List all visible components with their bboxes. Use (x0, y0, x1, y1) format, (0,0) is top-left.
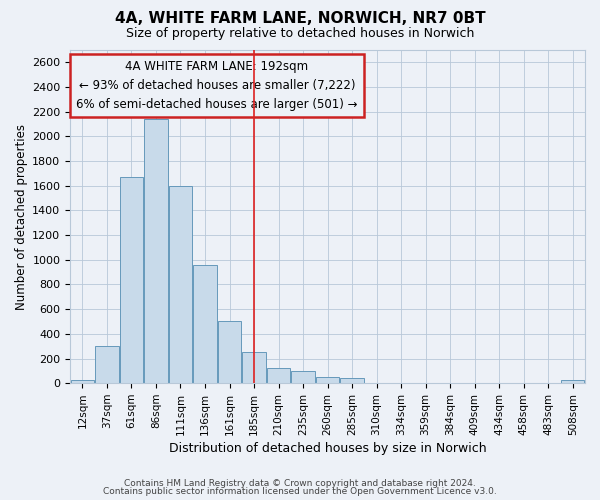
Bar (389, 382, 413, 383)
Bar (316, 377, 339, 383)
Bar (242, 352, 266, 383)
Y-axis label: Number of detached properties: Number of detached properties (15, 124, 28, 310)
Bar (71, 380, 94, 383)
Bar (292, 371, 314, 383)
Bar (536, 382, 560, 383)
Text: Size of property relative to detached houses in Norwich: Size of property relative to detached ho… (126, 27, 474, 40)
Bar (414, 382, 437, 383)
Bar (561, 380, 584, 383)
Bar (218, 321, 241, 383)
Bar (169, 186, 192, 383)
Text: Contains HM Land Registry data © Crown copyright and database right 2024.: Contains HM Land Registry data © Crown c… (124, 478, 476, 488)
Text: 4A, WHITE FARM LANE, NORWICH, NR7 0BT: 4A, WHITE FARM LANE, NORWICH, NR7 0BT (115, 11, 485, 26)
Bar (463, 382, 487, 383)
X-axis label: Distribution of detached houses by size in Norwich: Distribution of detached houses by size … (169, 442, 487, 455)
Bar (512, 382, 535, 383)
Bar (267, 368, 290, 383)
Bar (439, 382, 462, 383)
Bar (365, 382, 388, 383)
Bar (193, 264, 217, 383)
Bar (120, 177, 143, 383)
Text: Contains public sector information licensed under the Open Government Licence v3: Contains public sector information licen… (103, 487, 497, 496)
Bar (145, 119, 167, 383)
Bar (95, 346, 119, 383)
Bar (340, 378, 364, 383)
Bar (488, 382, 511, 383)
Text: 4A WHITE FARM LANE: 192sqm
← 93% of detached houses are smaller (7,222)
6% of se: 4A WHITE FARM LANE: 192sqm ← 93% of deta… (76, 60, 358, 111)
